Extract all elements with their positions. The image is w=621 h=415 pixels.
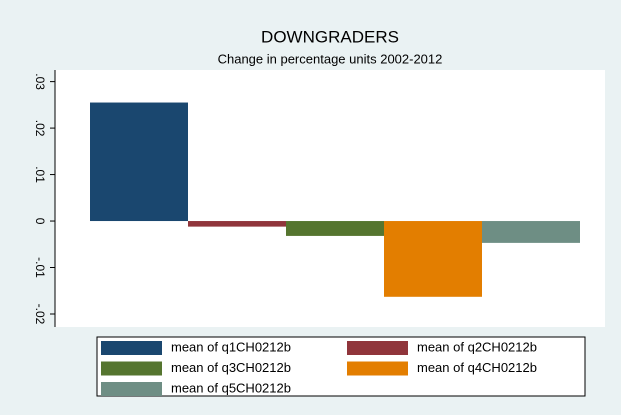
y-tick-label: .02 xyxy=(33,120,47,137)
bar xyxy=(188,221,286,227)
chart-subtitle: Change in percentage units 2002-2012 xyxy=(218,51,443,66)
legend-swatch xyxy=(347,341,408,355)
bar xyxy=(286,221,384,236)
legend-label: mean of q4CH0212b xyxy=(417,360,537,375)
legend-label: mean of q5CH0212b xyxy=(171,380,291,395)
legend-swatch xyxy=(347,361,408,376)
chart-title: DOWNGRADERS xyxy=(261,27,399,46)
y-tick-label: .01 xyxy=(33,166,47,183)
bar xyxy=(90,102,188,222)
legend-swatch xyxy=(101,341,162,355)
legend-box xyxy=(96,336,586,397)
bar xyxy=(384,221,482,297)
legend-label: mean of q1CH0212b xyxy=(171,339,291,354)
y-tick-label: 0 xyxy=(33,218,47,225)
legend-swatch xyxy=(101,382,162,396)
legend-label: mean of q3CH0212b xyxy=(171,360,291,375)
y-tick-label: .03 xyxy=(33,73,47,90)
legend-label: mean of q2CH0212b xyxy=(417,339,537,354)
legend-swatch xyxy=(101,361,162,376)
y-tick-label: -.01 xyxy=(33,257,47,278)
y-tick-label: -.02 xyxy=(33,304,47,325)
bar xyxy=(482,221,580,243)
